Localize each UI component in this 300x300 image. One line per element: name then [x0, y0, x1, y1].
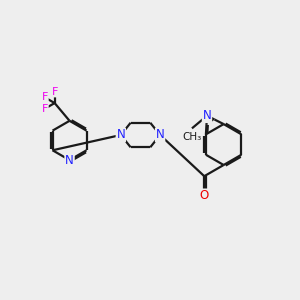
Text: N: N	[202, 109, 211, 122]
Text: CH₃: CH₃	[182, 132, 202, 142]
Text: O: O	[200, 189, 209, 202]
Text: F: F	[52, 87, 58, 97]
Text: N: N	[116, 128, 125, 142]
Text: N: N	[156, 128, 164, 142]
Text: F: F	[41, 104, 48, 114]
Text: F: F	[41, 92, 48, 102]
Text: N: N	[65, 154, 74, 166]
